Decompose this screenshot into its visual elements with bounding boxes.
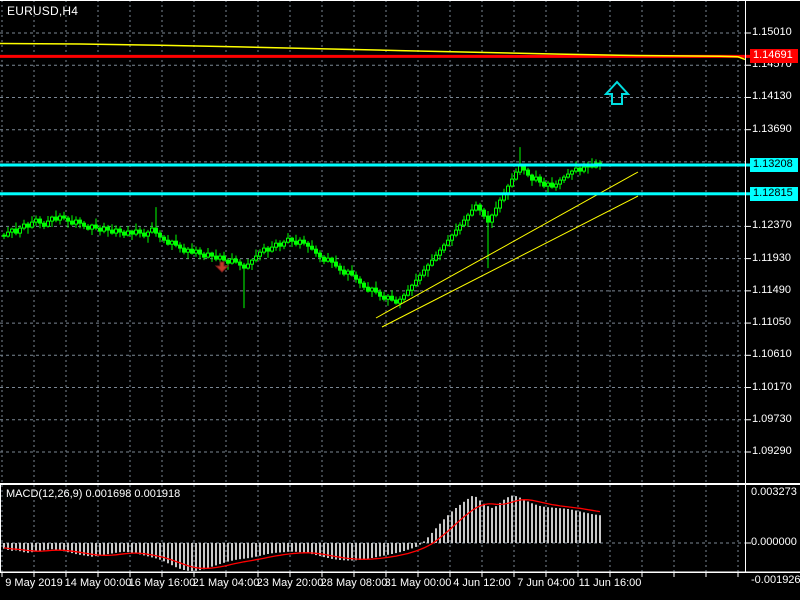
macd-axis-min-label: -0.001926 xyxy=(751,574,800,586)
candlesticks xyxy=(2,147,602,309)
price-tick-label: 1.12370 xyxy=(752,219,792,231)
time-tick-label: 23 May 20:00 xyxy=(256,577,324,589)
time-tick-label: 28 May 08:00 xyxy=(320,577,388,589)
macd-histogram xyxy=(3,495,601,572)
macd-signal-line xyxy=(3,499,601,569)
support-price-label-upper: 1.13208 xyxy=(750,158,798,172)
macd-indicator-label: MACD(12,26,9) 0.001698 0.001918 xyxy=(6,488,181,500)
time-tick-label: 21 May 04:00 xyxy=(192,577,260,589)
time-tick-label: 7 Jun 04:00 xyxy=(517,577,575,589)
price-tick-label: 1.13690 xyxy=(752,123,792,135)
price-tick-label: 1.14130 xyxy=(752,90,792,102)
time-tick-label: 16 May 16:00 xyxy=(128,577,196,589)
symbol-timeframe-label: EURUSD,H4 xyxy=(7,4,79,18)
support-hline-lower[interactable] xyxy=(0,192,745,196)
price-tick-label: 1.10170 xyxy=(752,381,792,393)
time-tick-label: 4 Jun 12:00 xyxy=(453,577,511,589)
support-price-label-lower: 1.12815 xyxy=(750,187,798,201)
resistance-hline[interactable] xyxy=(0,54,745,58)
price-tick-label: 1.09290 xyxy=(752,445,792,457)
down-arrow-icon[interactable] xyxy=(214,261,230,273)
price-tick-label: 1.11930 xyxy=(752,252,791,264)
price-tick-label: 1.09730 xyxy=(752,413,792,425)
yellow-ma-line[interactable] xyxy=(0,42,746,61)
time-tick-label: 31 May 00:00 xyxy=(384,577,452,589)
resistance-price-label: 1.14691 xyxy=(750,49,798,63)
price-tick-label: 1.11050 xyxy=(752,316,791,328)
grid-lines xyxy=(0,0,745,572)
price-tick-label: 1.10610 xyxy=(752,348,792,360)
macd-axis-max-label: 0.003273 xyxy=(751,486,797,498)
frame-lines xyxy=(0,0,800,573)
time-tick-label: 14 May 00:00 xyxy=(64,577,132,589)
time-tick-label: 9 May 2019 xyxy=(5,577,63,589)
axis-ticks xyxy=(1,32,751,577)
support-hline-upper[interactable] xyxy=(0,163,745,167)
trendline-lower[interactable] xyxy=(381,195,639,328)
trendline-upper[interactable] xyxy=(375,171,639,319)
up-arrow-icon[interactable] xyxy=(603,80,631,105)
price-tick-label: 1.11490 xyxy=(752,284,791,296)
time-tick-label: 11 Jun 16:00 xyxy=(578,577,642,589)
macd-axis-zero-label: 0.000000 xyxy=(751,536,797,548)
price-tick-label: 1.15010 xyxy=(752,26,792,38)
